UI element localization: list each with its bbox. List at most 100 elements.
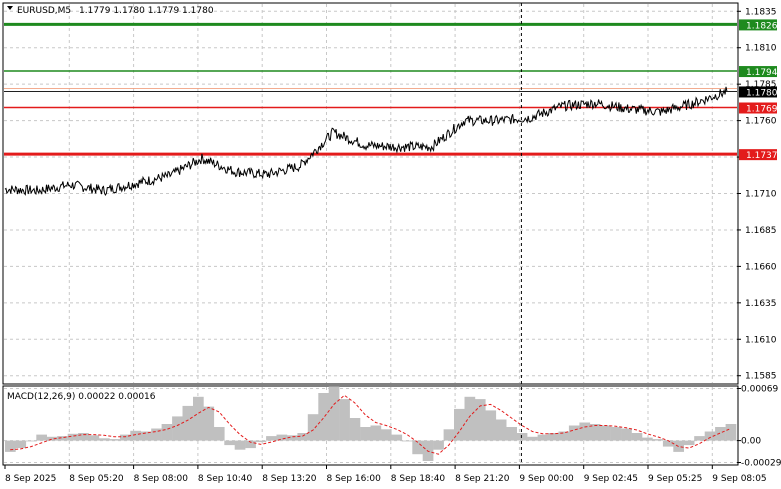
level-tag-label: 1.1737	[746, 151, 778, 161]
macd-bar	[25, 440, 37, 442]
macd-bar	[36, 434, 47, 441]
macd-bar	[694, 436, 705, 441]
macd-bar	[621, 428, 632, 441]
x-tick-label: 8 Sep 05:20	[69, 474, 124, 484]
macd-bar	[370, 425, 382, 441]
macd-bar	[401, 440, 413, 442]
macd-bar	[130, 430, 141, 441]
macd-panel[interactable]: 0.00069 0.00 -0.00029 MACD(12,26,9) 0.0002…	[2, 385, 781, 469]
y-tick-label: 1.1685	[745, 226, 777, 236]
macd-bar	[600, 425, 611, 441]
x-tick-label: 9 Sep 08:05	[712, 474, 766, 484]
macd-bar	[339, 399, 350, 441]
macd-bar	[474, 399, 486, 441]
macd-bar	[495, 419, 507, 441]
macd-bar	[642, 437, 653, 441]
x-tick-label: 8 Sep 10:40	[198, 474, 253, 484]
macd-bar	[485, 410, 497, 441]
x-tick-label: 9 Sep 02:45	[584, 474, 638, 484]
macd-bar	[182, 405, 194, 441]
y-tick-label: 1.1810	[745, 44, 777, 54]
level-tag-label: 1.1826	[746, 21, 778, 31]
macd-bar	[548, 433, 559, 441]
macd-bar	[360, 427, 371, 441]
level-tag-bg	[739, 66, 777, 78]
macd-bar	[297, 433, 309, 441]
macd-bar	[172, 416, 183, 441]
time-axis: 8 Sep 2025 8 Sep 05:20 8 Sep 08:00 8 Sep 10…	[4, 465, 767, 484]
x-tick-label: 8 Sep 13:20	[262, 474, 317, 484]
macd-bar	[328, 386, 340, 441]
x-tick-label: 8 Sep 21:20	[455, 474, 510, 484]
macd-bar	[224, 440, 235, 446]
macd-y-tick-label: 0.00	[741, 437, 761, 447]
price-axis: 1.18351.18101.17851.17601.17351.17101.16…	[737, 7, 777, 382]
macd-bar	[537, 434, 549, 441]
level-tag-label: 1.1794	[746, 68, 778, 78]
macd-bar	[119, 434, 131, 441]
signal-line	[10, 394, 731, 455]
macd-bar	[610, 427, 622, 441]
macd-bar	[276, 434, 288, 441]
chevron-down-icon[interactable]	[7, 6, 13, 10]
macd-bar	[213, 427, 225, 441]
macd-bar	[443, 429, 455, 441]
x-tick-label: 8 Sep 16:00	[327, 474, 382, 484]
y-tick-label: 1.1835	[745, 7, 777, 17]
macd-bar	[234, 440, 246, 450]
price-grid	[4, 4, 737, 383]
macd-bar	[380, 429, 392, 441]
macd-bar	[391, 434, 403, 441]
macd-bar	[266, 436, 277, 441]
y-tick-label: 1.1610	[745, 335, 777, 345]
macd-bar	[433, 440, 444, 450]
level-tag-label: 1.1769	[746, 104, 778, 114]
macd-bar	[715, 427, 726, 441]
macd-axis: 0.00069 0.00 -0.00029	[737, 385, 781, 468]
macd-bar	[151, 428, 162, 441]
symbol-label: EURUSD,M5	[17, 6, 71, 16]
macd-bar	[506, 427, 517, 441]
y-tick-label: 1.1710	[745, 190, 777, 200]
macd-bar	[67, 433, 79, 441]
x-tick-label: 9 Sep 00:00	[519, 474, 574, 484]
macd-bar	[558, 431, 570, 441]
macd-bar	[193, 396, 204, 441]
macd-bar	[5, 440, 16, 452]
level-tags: 1.1826 1.1794 1.1780 1.1769 1.1737	[739, 19, 778, 161]
price-panel[interactable]: 1.18351.18101.17851.17601.17351.17101.16…	[2, 2, 778, 385]
macd-bar	[307, 414, 319, 441]
macd-bar	[589, 424, 601, 441]
macd-bar	[652, 439, 664, 441]
x-tick-label: 8 Sep 18:40	[391, 474, 446, 484]
macd-bar	[318, 393, 329, 441]
macd-bar	[683, 440, 695, 446]
level-tag-bg	[739, 102, 777, 114]
level-lines[interactable]	[4, 22, 737, 156]
macd-bar	[99, 438, 110, 441]
y-tick-label: 1.1760	[745, 117, 777, 127]
macd-bar	[568, 425, 580, 441]
macd-bar	[412, 440, 423, 455]
level-tag-bg	[739, 19, 777, 31]
macd-bar	[15, 440, 27, 449]
macd-bar	[454, 408, 465, 441]
macd-bar	[46, 436, 58, 441]
macd-title: MACD(12,26,9) 0.00022 0.00016	[7, 392, 156, 402]
y-tick-label: 1.1785	[745, 80, 777, 90]
y-tick-label: 1.1635	[745, 299, 777, 309]
macd-bar	[662, 440, 674, 447]
macd-y-tick-label: -0.00029	[741, 458, 781, 468]
x-tick-label: 8 Sep 08:00	[134, 474, 189, 484]
ohlc-values: 1.1779 1.1780 1.1779 1.1780	[79, 6, 214, 16]
macd-bar	[516, 433, 528, 441]
x-tick-label: 8 Sep 2025	[5, 474, 56, 484]
price-line	[4, 86, 728, 197]
macd-bar	[349, 418, 361, 441]
x-tick-label: 9 Sep 05:25	[648, 474, 702, 484]
y-tick-label: 1.1660	[745, 262, 777, 272]
macd-bar	[631, 433, 643, 441]
y-tick-label: 1.1585	[745, 372, 777, 382]
macd-bar	[464, 396, 476, 441]
